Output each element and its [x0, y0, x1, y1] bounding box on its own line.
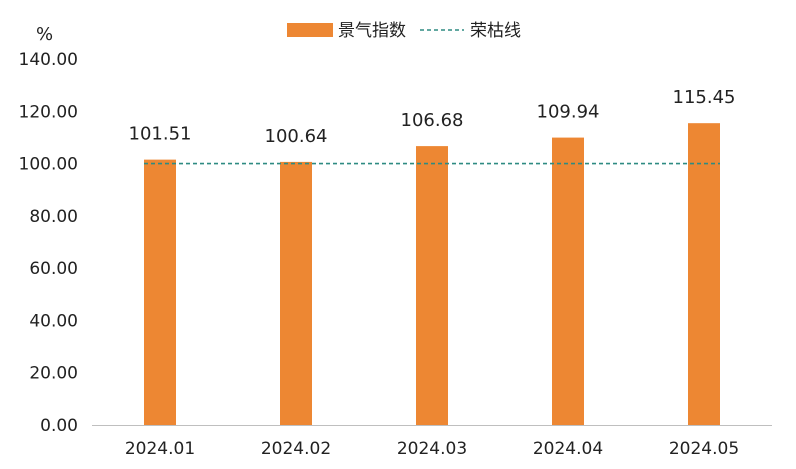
legend-label-bars: 景气指数	[338, 21, 406, 41]
bar-2024.05	[688, 123, 720, 425]
x-tick-label: 2024.04	[533, 439, 603, 459]
bar-2024.01	[144, 159, 176, 426]
y-tick-label: 40.00	[29, 311, 78, 331]
bar-2024.03	[416, 146, 448, 425]
x-tick-label: 2024.02	[261, 439, 331, 459]
data-labels: 101.51 100.64 106.68 109.94 115.45	[129, 87, 736, 147]
data-label: 101.51	[129, 124, 192, 145]
data-label: 100.64	[265, 126, 328, 147]
y-tick-label: 60.00	[29, 259, 78, 279]
legend-swatch-bars	[287, 23, 333, 37]
bars	[144, 123, 720, 426]
y-tick-label: 0.00	[40, 416, 78, 436]
x-tick-label: 2024.03	[397, 439, 467, 459]
data-label: 115.45	[673, 87, 736, 108]
data-label: 109.94	[537, 102, 600, 123]
x-axis-ticks: 2024.01 2024.02 2024.03 2024.04 2024.05	[125, 439, 739, 459]
x-tick-label: 2024.05	[669, 439, 739, 459]
legend: 景气指数 荣枯线	[287, 21, 521, 41]
y-tick-label: 120.00	[19, 102, 78, 122]
y-tick-label: 80.00	[29, 207, 78, 227]
bar-2024.04	[552, 137, 584, 425]
y-axis-unit-label: %	[36, 24, 53, 45]
y-tick-label: 20.00	[29, 364, 78, 384]
x-tick-label: 2024.01	[125, 439, 195, 459]
bar-2024.02	[280, 161, 312, 425]
data-label: 106.68	[401, 110, 464, 131]
y-axis-ticks: 0.00 20.00 40.00 60.00 80.00 100.00 120.00 140.…	[19, 50, 78, 436]
y-tick-label: 100.00	[19, 155, 78, 175]
y-tick-label: 140.00	[19, 50, 78, 70]
legend-label-reference-line: 荣枯线	[470, 21, 521, 41]
